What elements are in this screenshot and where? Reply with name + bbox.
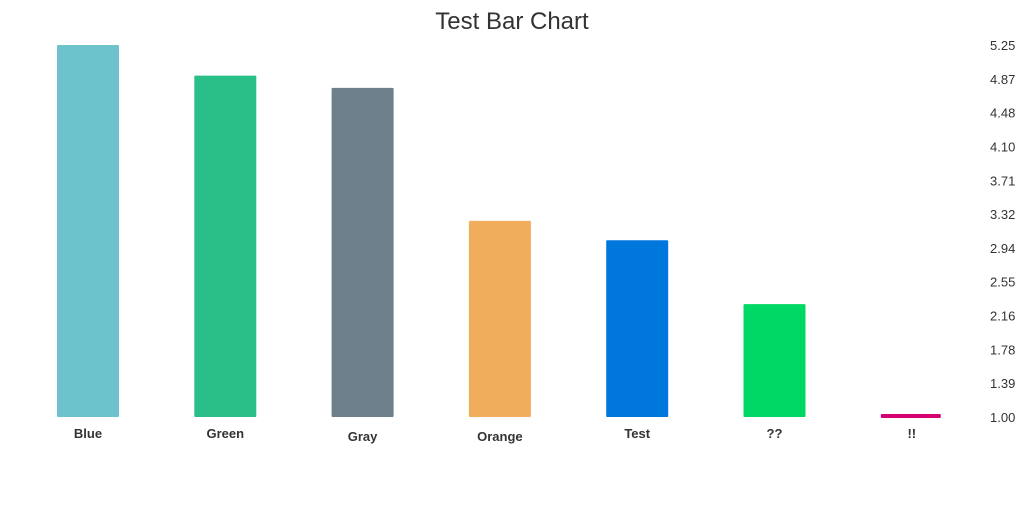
y-tick-label: 4.48 <box>990 106 1015 121</box>
bar-5 <box>743 304 806 417</box>
y-tick-label: 3.32 <box>990 207 1015 222</box>
x-tick-label: Test <box>624 426 650 441</box>
chart-title: Test Bar Chart <box>435 8 589 35</box>
x-tick-label: Orange <box>477 429 523 444</box>
y-tick-label: 1.78 <box>990 342 1015 357</box>
y-tick-label: 4.87 <box>990 72 1015 87</box>
bar-0 <box>57 45 119 417</box>
y-tick-label: 1.39 <box>990 376 1015 391</box>
y-tick-label: 4.10 <box>990 139 1015 154</box>
y-tick-label: 1.00 <box>990 410 1015 425</box>
bar-6 <box>880 414 941 418</box>
x-tick-label: ?? <box>767 426 783 441</box>
bar-1 <box>194 75 257 418</box>
x-tick-label: Green <box>207 426 245 441</box>
bar-2 <box>331 87 394 418</box>
bar-4 <box>606 240 669 417</box>
x-tick-label: Gray <box>348 429 378 444</box>
y-tick-label: 2.55 <box>990 275 1015 290</box>
x-tick-label: !! <box>907 426 916 441</box>
y-tick-label: 3.71 <box>990 173 1015 188</box>
y-tick-label: 2.94 <box>990 241 1015 256</box>
y-tick-label: 2.16 <box>990 309 1015 324</box>
y-tick-label: 5.25 <box>990 38 1015 53</box>
x-tick-label: Blue <box>74 426 102 441</box>
bar-3 <box>468 220 531 417</box>
